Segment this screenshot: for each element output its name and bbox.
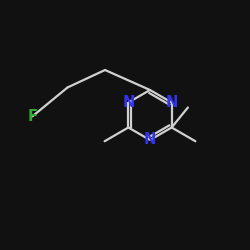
Text: N: N (122, 95, 134, 110)
Text: F: F (28, 109, 38, 124)
Text: N: N (166, 95, 178, 110)
Text: N: N (144, 132, 156, 148)
